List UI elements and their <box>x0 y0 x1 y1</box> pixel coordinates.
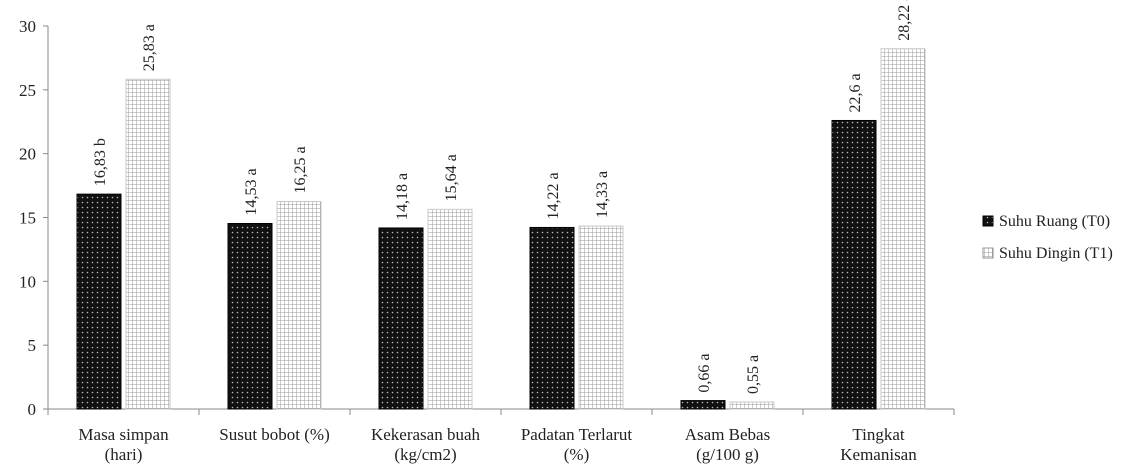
data-labels-group: 16,83 b 25,83 a 14,53 a 16,25 a 14,18 a 15,64… <box>92 0 913 394</box>
y-tick-label: 5 <box>28 336 37 355</box>
legend-swatch <box>982 247 994 259</box>
bar-t0 <box>76 193 122 410</box>
y-tick-label: 30 <box>19 17 36 36</box>
data-label: 14,33 a <box>594 171 611 218</box>
bar-t1 <box>729 401 775 410</box>
x-category-label: (%) <box>564 445 589 464</box>
legend-label: Suhu Ruang (T0) <box>999 213 1110 230</box>
bar-t0 <box>831 119 877 410</box>
bar-t0 <box>378 227 424 410</box>
data-label: 15,64 a <box>443 154 460 201</box>
legend-label: Suhu Dingin (T1) <box>999 245 1113 262</box>
bar-t0 <box>529 226 575 410</box>
y-tick-label: 0 <box>28 400 37 419</box>
x-category-label: Susut bobot (%) <box>219 425 330 444</box>
data-label: 22,6 a <box>847 73 864 112</box>
data-label: 14,53 a <box>243 168 260 215</box>
y-tick-label: 10 <box>19 272 36 291</box>
bars-group <box>76 48 926 410</box>
x-category-label: Padatan Terlarut <box>521 425 633 444</box>
x-category-label: Kemanisan <box>840 445 917 464</box>
bar-t0 <box>680 400 726 410</box>
bar-t1 <box>125 78 171 410</box>
data-label: 0,55 a <box>745 355 762 394</box>
data-label: 0,66 a <box>696 353 713 392</box>
bar-t1 <box>578 225 624 410</box>
data-label: 14,18 a <box>394 173 411 220</box>
bar-t0 <box>227 223 273 410</box>
x-category-label: Kekerasan buah <box>371 425 481 444</box>
y-tick-label: 25 <box>19 81 36 100</box>
data-label: 28,22 a <box>896 0 913 41</box>
y-tick-label: 15 <box>19 209 36 228</box>
data-label: 14,22 a <box>545 172 562 219</box>
x-category-label: Asam Bebas <box>685 425 770 444</box>
data-label: 16,83 b <box>92 138 109 186</box>
y-tick-label: 20 <box>19 145 36 164</box>
bar-t1 <box>427 208 473 410</box>
bar-t1 <box>276 201 322 410</box>
x-category-label: (kg/cm2) <box>394 445 456 464</box>
x-category-label: Tingkat <box>852 425 905 444</box>
x-category-label: (hari) <box>105 445 143 464</box>
x-category-label: Masa simpan <box>78 425 169 444</box>
legend: Suhu Ruang (T0) Suhu Dingin (T1) <box>982 213 1113 262</box>
data-label: 16,25 a <box>292 146 309 193</box>
axes: 0 5 10 15 20 25 30 Masa simpan(hari) Susut bobot… <box>19 17 955 464</box>
data-label: 25,83 a <box>141 24 158 71</box>
bar-t1 <box>880 48 926 410</box>
legend-swatch <box>982 215 994 227</box>
x-category-label: (g/100 g) <box>696 445 759 464</box>
